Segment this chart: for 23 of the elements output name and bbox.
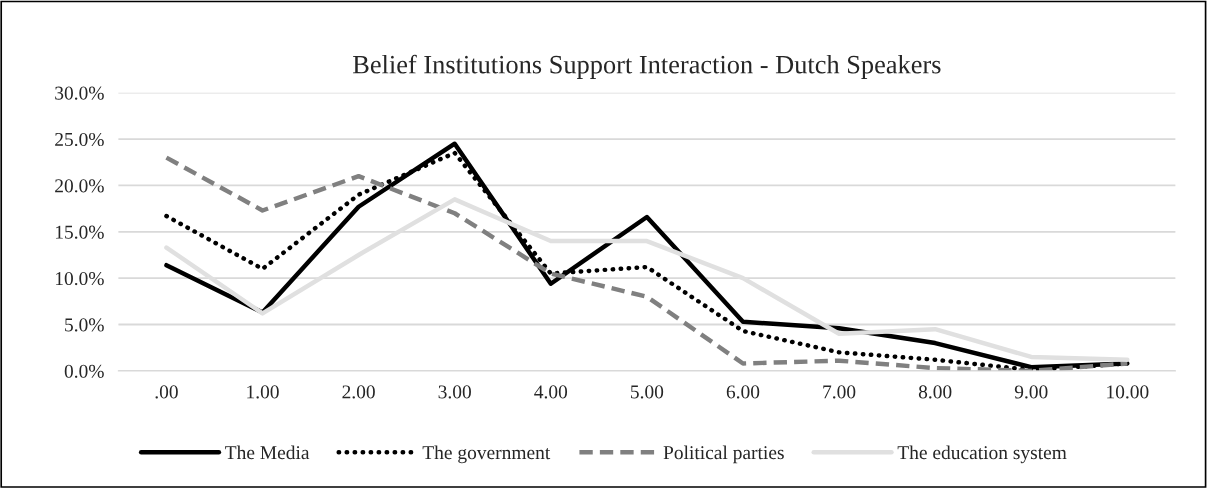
x-tick-label: 7.00 [823, 385, 856, 399]
x-tick-label: 2.00 [342, 385, 375, 399]
y-tick-label: 10.0% [55, 271, 104, 286]
x-tick-label: 3.00 [438, 385, 471, 399]
legend-label: Political parties [663, 445, 784, 464]
x-tick-label: 6.00 [726, 385, 760, 399]
chart-title: Belief Institutions Support Interaction - Dutch Speakers [353, 54, 941, 79]
legend-label: The education system [897, 445, 1067, 464]
x-tick-label: 10.00 [1107, 385, 1149, 399]
x-tick-label: 5.00 [631, 385, 664, 399]
legend-label: The Media [225, 445, 310, 460]
y-tick-label: 0.0% [64, 364, 104, 378]
y-tick-label: 15.0% [55, 225, 104, 239]
y-tick-label: 25.0% [55, 132, 104, 147]
x-tick-label: 1.00 [247, 385, 279, 399]
x-tick-label: 4.00 [534, 385, 568, 399]
y-tick-label: 20.0% [55, 179, 104, 193]
legend-label: The government [422, 445, 551, 464]
x-tick-label: 8.00 [918, 385, 952, 399]
y-tick-label: 5.0% [65, 318, 104, 332]
x-tick-label: 9.00 [1014, 385, 1048, 399]
y-tick-label: 30.0% [55, 86, 104, 100]
x-tick-label: .00 [155, 385, 178, 399]
